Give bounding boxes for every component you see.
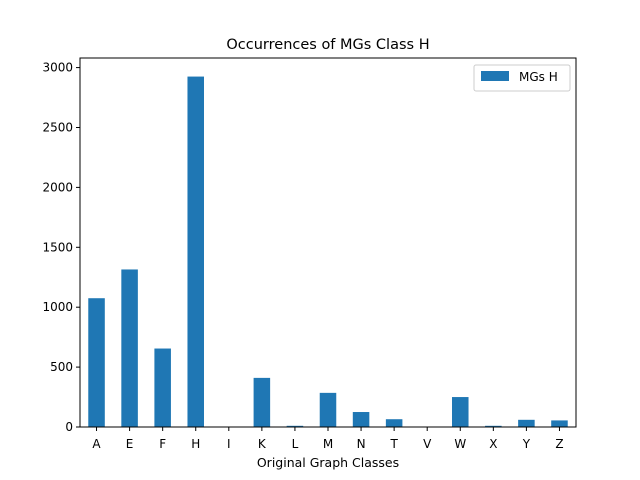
x-tick-label: Z xyxy=(555,437,563,451)
bar-X xyxy=(485,425,502,427)
legend: MGs H xyxy=(473,64,571,92)
x-tick-label: M xyxy=(323,437,333,451)
y-tick-label: 1500 xyxy=(42,240,73,254)
bar-H xyxy=(187,76,204,427)
x-tick-label: E xyxy=(126,437,134,451)
x-tick-label: I xyxy=(227,437,231,451)
y-axis-ticks: 0 500 1000 1500 2000 2500 3000 xyxy=(42,61,80,434)
x-tick-label: A xyxy=(92,437,101,451)
bar-K xyxy=(253,377,271,427)
y-tick-label: 500 xyxy=(50,360,73,374)
x-tick-label: V xyxy=(423,437,432,451)
legend-label: MGs H xyxy=(519,70,558,84)
x-tick-label: Y xyxy=(522,437,531,451)
x-tick-label: L xyxy=(292,437,299,451)
x-tick-label: H xyxy=(191,437,200,451)
x-tick-label: F xyxy=(159,437,166,451)
bar-F xyxy=(154,348,171,427)
y-tick-label: 2500 xyxy=(42,120,73,134)
y-tick-label: 2000 xyxy=(42,180,73,194)
chart-title: Occurrences of MGs Class H xyxy=(226,37,429,53)
bar-E xyxy=(121,269,138,427)
x-tick-label: N xyxy=(357,437,366,451)
y-tick-label: 3000 xyxy=(42,61,73,75)
x-tick-label: T xyxy=(389,437,398,451)
bar-Y xyxy=(518,419,535,427)
bar-Z xyxy=(551,420,568,427)
bar-N xyxy=(352,412,370,427)
y-tick-label: 1000 xyxy=(42,300,73,314)
bars-group xyxy=(88,76,568,427)
bar-A xyxy=(88,298,105,427)
x-tick-label: X xyxy=(489,437,497,451)
bar-T xyxy=(385,419,403,427)
plot-frame xyxy=(79,57,577,428)
x-tick-label: K xyxy=(258,437,267,451)
x-axis-label: Original Graph Classes xyxy=(257,455,399,470)
bar-L xyxy=(286,425,304,427)
bar-M xyxy=(319,392,337,427)
x-tick-label: W xyxy=(454,437,466,451)
y-tick-label: 0 xyxy=(65,420,73,434)
legend-swatch xyxy=(481,71,509,81)
bar-W xyxy=(452,397,469,427)
